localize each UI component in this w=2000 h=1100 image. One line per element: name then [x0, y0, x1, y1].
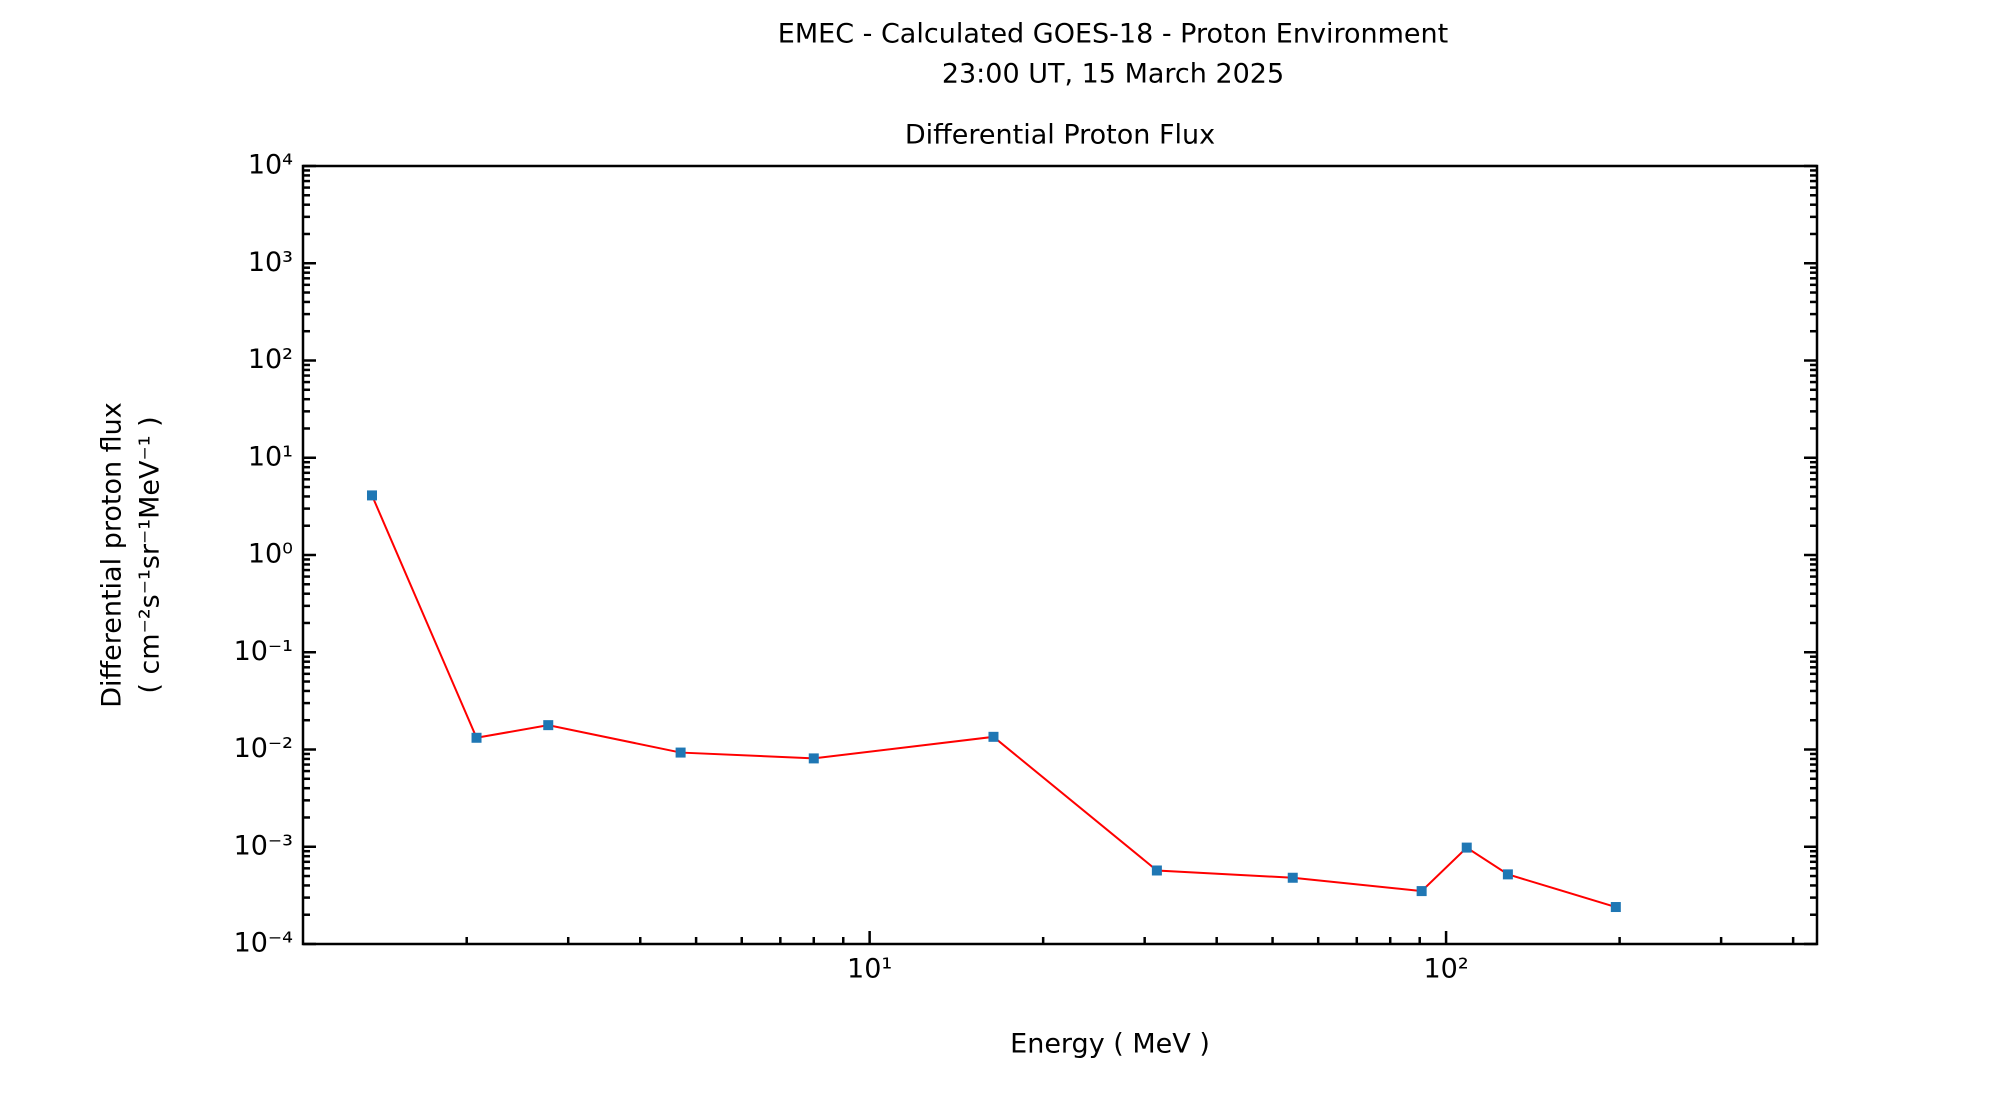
- y-axis-label: Differential proton flux: [97, 402, 128, 708]
- y-tick-label: 10¹: [248, 441, 293, 472]
- plot-frame: [301, 164, 1819, 946]
- data-point: [471, 732, 482, 743]
- x-tick-label: 10²: [1423, 954, 1468, 985]
- data-point: [1461, 842, 1472, 853]
- data-point: [1502, 869, 1513, 880]
- data-point: [1287, 872, 1298, 883]
- data-line: [371, 495, 1617, 908]
- plot-area: [366, 490, 1621, 913]
- data-point: [366, 490, 377, 501]
- y-tick-label: 10²: [248, 344, 293, 375]
- y-tick-label: 10⁻¹: [234, 636, 293, 667]
- x-tick-label: 10¹: [847, 954, 892, 985]
- data-point: [808, 753, 819, 764]
- y-tick-label: 10⁰: [248, 539, 293, 570]
- chart-title: EMEC - Calculated GOES-18 - Proton Envir…: [778, 19, 1448, 50]
- y-tick-label: 10⁴: [248, 150, 293, 181]
- data-point: [675, 747, 686, 758]
- data-point: [988, 731, 999, 742]
- y-tick-label: 10⁻²: [234, 733, 293, 764]
- chart-subtitle: 23:00 UT, 15 March 2025: [942, 59, 1284, 90]
- data-point: [543, 720, 554, 731]
- y-axis-label: ( cm⁻²s⁻¹sr⁻¹MeV⁻¹ ): [135, 416, 166, 693]
- data-point: [1610, 902, 1621, 913]
- x-axis-label: Energy ( MeV ): [1010, 1029, 1210, 1060]
- data-point: [1416, 886, 1427, 897]
- y-tick-label: 10⁻³: [234, 830, 293, 861]
- plot-title: Differential Proton Flux: [905, 120, 1215, 151]
- y-tick-label: 10³: [248, 247, 293, 278]
- y-tick-label: 10⁻⁴: [234, 928, 293, 959]
- data-point: [1151, 865, 1162, 876]
